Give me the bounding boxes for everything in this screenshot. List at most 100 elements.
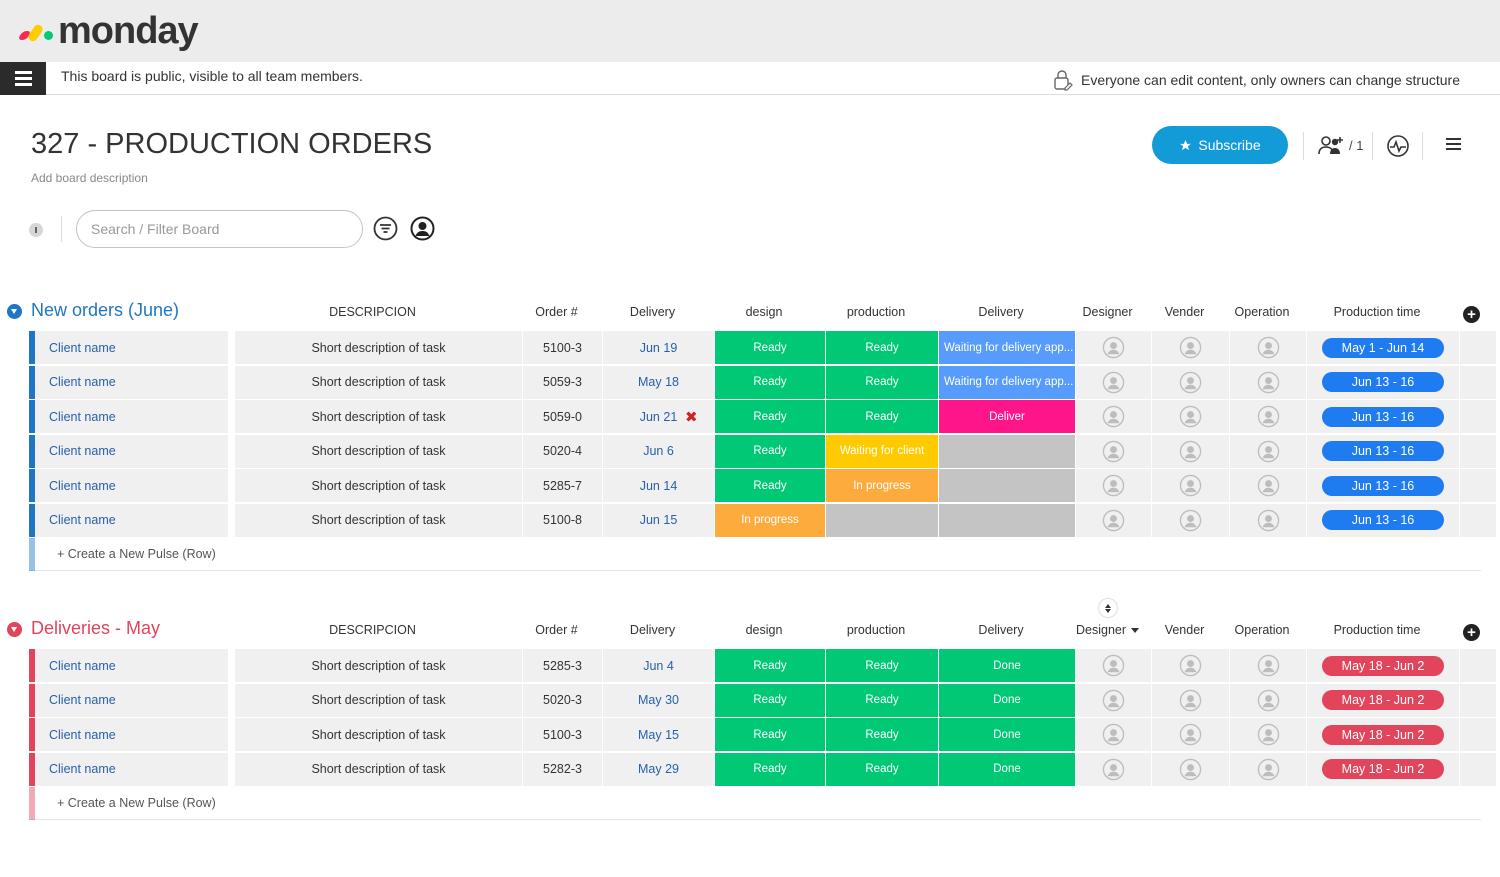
column-header-production[interactable]: production: [846, 305, 906, 319]
cell-delivery[interactable]: Jun 4: [603, 649, 714, 682]
board-members-button[interactable]: / 1: [1318, 134, 1363, 156]
board-menu-icon[interactable]: [1446, 138, 1461, 150]
person-operation[interactable]: [1230, 649, 1306, 682]
status-production[interactable]: In progress: [826, 469, 938, 502]
cell-order[interactable]: 5020-4: [523, 434, 602, 468]
timeline-pill[interactable]: May 18 - Jun 2: [1322, 759, 1444, 779]
cell-desc[interactable]: Short description of task: [235, 649, 522, 682]
column-header-design[interactable]: design: [745, 623, 783, 637]
timeline-pill[interactable]: May 18 - Jun 2: [1322, 690, 1444, 710]
person-operation[interactable]: [1230, 752, 1306, 786]
create-new-pulse-row[interactable]: + Create a New Pulse (Row): [29, 787, 1481, 820]
column-header-delivery-status[interactable]: Delivery: [978, 305, 1024, 319]
status-delivery-status[interactable]: Done: [939, 718, 1075, 751]
timeline-pill[interactable]: May 1 - Jun 14: [1322, 337, 1444, 358]
board-info-icon[interactable]: [29, 223, 43, 237]
column-header-operation[interactable]: Operation: [1234, 623, 1290, 637]
person-designer[interactable]: [1076, 718, 1151, 751]
status-design[interactable]: Ready: [715, 434, 825, 468]
column-header-order[interactable]: Order #: [535, 305, 578, 319]
column-header-descripcion[interactable]: DESCRIPCION: [329, 623, 416, 637]
status-design[interactable]: Ready: [715, 718, 825, 751]
status-production[interactable]: Ready: [826, 365, 938, 399]
column-header-operation[interactable]: Operation: [1234, 305, 1290, 319]
status-design[interactable]: Ready: [715, 331, 825, 364]
status-design[interactable]: Ready: [715, 365, 825, 399]
cell-name[interactable]: Client name: [35, 365, 228, 399]
cell-delivery[interactable]: Jun 15: [603, 503, 714, 537]
status-production[interactable]: Ready: [826, 400, 938, 433]
cell-name[interactable]: Client name: [35, 331, 228, 364]
person-operation[interactable]: [1230, 400, 1306, 433]
cell-desc[interactable]: Short description of task: [235, 752, 522, 786]
status-design[interactable]: In progress: [715, 503, 825, 537]
cell-production-time[interactable]: May 18 - Jun 2: [1307, 683, 1459, 717]
timeline-pill[interactable]: Jun 13 - 16: [1322, 510, 1444, 530]
person-operation[interactable]: [1230, 503, 1306, 537]
create-new-pulse-row[interactable]: + Create a New Pulse (Row): [29, 538, 1481, 571]
status-delivery-status[interactable]: [939, 503, 1075, 537]
person-vender[interactable]: [1152, 718, 1229, 751]
search-input[interactable]: [76, 210, 363, 248]
table-row[interactable]: Client name Short description of task 5059…: [29, 365, 1496, 399]
person-vender[interactable]: [1152, 683, 1229, 717]
person-vender[interactable]: [1152, 469, 1229, 502]
status-design[interactable]: Ready: [715, 400, 825, 433]
add-column-button[interactable]: +: [1463, 624, 1480, 641]
cell-production-time[interactable]: May 18 - Jun 2: [1307, 752, 1459, 786]
cell-delivery[interactable]: Jun 21: [603, 400, 714, 433]
column-header-delivery-date[interactable]: Delivery: [629, 305, 676, 319]
status-delivery-status[interactable]: [939, 434, 1075, 468]
create-new-pulse-label[interactable]: + Create a New Pulse (Row): [57, 796, 216, 810]
status-delivery-status[interactable]: Done: [939, 683, 1075, 717]
person-vender[interactable]: [1152, 503, 1229, 537]
cell-order[interactable]: 5059-0: [523, 400, 602, 433]
person-designer[interactable]: [1076, 331, 1151, 364]
person-designer[interactable]: [1076, 683, 1151, 717]
group-title[interactable]: Deliveries - May: [31, 618, 161, 638]
monday-logo[interactable]: monday: [17, 10, 199, 52]
permissions-note[interactable]: Everyone can edit content, only owners c…: [1053, 69, 1460, 91]
timeline-pill[interactable]: Jun 13 - 16: [1322, 406, 1444, 427]
person-vender[interactable]: [1152, 400, 1229, 433]
person-operation[interactable]: [1230, 718, 1306, 751]
cell-order[interactable]: 5100-3: [523, 718, 602, 751]
cell-order[interactable]: 5100-8: [523, 503, 602, 537]
cell-order[interactable]: 5020-3: [523, 683, 602, 717]
status-production[interactable]: Ready: [826, 649, 938, 682]
table-row[interactable]: Client name Short description of task 5100…: [29, 718, 1496, 751]
cell-name[interactable]: Client name: [35, 649, 228, 682]
person-vender[interactable]: [1152, 365, 1229, 399]
person-designer[interactable]: [1076, 400, 1151, 433]
cell-production-time[interactable]: May 18 - Jun 2: [1307, 649, 1459, 682]
cell-name[interactable]: Client name: [35, 752, 228, 786]
timeline-pill[interactable]: May 18 - Jun 2: [1322, 724, 1444, 745]
cell-name[interactable]: Client name: [35, 718, 228, 751]
caret-down-icon[interactable]: [1131, 628, 1140, 634]
column-header-production[interactable]: production: [846, 623, 906, 637]
cell-production-time[interactable]: May 1 - Jun 14: [1307, 331, 1459, 364]
cell-name[interactable]: Client name: [35, 683, 228, 717]
timeline-pill[interactable]: May 18 - Jun 2: [1322, 655, 1444, 676]
person-vender[interactable]: [1152, 434, 1229, 468]
column-header-descripcion[interactable]: DESCRIPCION: [329, 305, 416, 319]
table-row[interactable]: Client name Short description of task 5020…: [29, 434, 1496, 468]
person-designer[interactable]: [1076, 503, 1151, 537]
column-header-production-time[interactable]: Production time: [1333, 623, 1421, 637]
cell-desc[interactable]: Short description of task: [235, 718, 522, 751]
table-row[interactable]: Client name Short description of task 5059…: [29, 400, 1496, 433]
person-operation[interactable]: [1230, 434, 1306, 468]
board-title[interactable]: 327 - PRODUCTION ORDERS: [31, 128, 433, 160]
table-row[interactable]: Client name Short description of task 5100…: [29, 331, 1496, 364]
status-production[interactable]: Ready: [826, 718, 938, 751]
status-production[interactable]: [826, 503, 938, 537]
table-row[interactable]: Client name Short description of task 5020…: [29, 683, 1496, 717]
status-delivery-status[interactable]: Done: [939, 649, 1075, 682]
person-operation[interactable]: [1230, 331, 1306, 364]
cell-desc[interactable]: Short description of task: [235, 469, 522, 502]
person-vender[interactable]: [1152, 331, 1229, 364]
timeline-pill[interactable]: Jun 13 - 16: [1322, 372, 1444, 392]
cell-delivery[interactable]: May 18: [603, 365, 714, 399]
timeline-pill[interactable]: Jun 13 - 16: [1322, 475, 1444, 496]
cell-order[interactable]: 5285-3: [523, 649, 602, 682]
